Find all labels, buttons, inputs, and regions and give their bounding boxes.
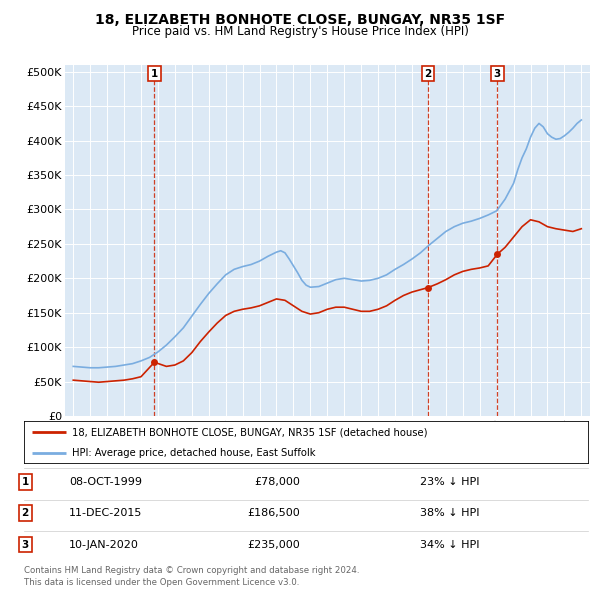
Text: 2: 2 (22, 509, 29, 518)
Text: 3: 3 (22, 540, 29, 549)
Text: 18, ELIZABETH BONHOTE CLOSE, BUNGAY, NR35 1SF (detached house): 18, ELIZABETH BONHOTE CLOSE, BUNGAY, NR3… (72, 427, 427, 437)
Text: 1: 1 (22, 477, 29, 487)
Text: Price paid vs. HM Land Registry's House Price Index (HPI): Price paid vs. HM Land Registry's House … (131, 25, 469, 38)
Text: 34% ↓ HPI: 34% ↓ HPI (420, 540, 479, 549)
Text: 11-DEC-2015: 11-DEC-2015 (69, 509, 142, 518)
Text: HPI: Average price, detached house, East Suffolk: HPI: Average price, detached house, East… (72, 448, 316, 458)
Text: 38% ↓ HPI: 38% ↓ HPI (420, 509, 479, 518)
Text: 23% ↓ HPI: 23% ↓ HPI (420, 477, 479, 487)
Text: 08-OCT-1999: 08-OCT-1999 (69, 477, 142, 487)
Text: £186,500: £186,500 (247, 509, 300, 518)
Text: 10-JAN-2020: 10-JAN-2020 (69, 540, 139, 549)
Text: Contains HM Land Registry data © Crown copyright and database right 2024.
This d: Contains HM Land Registry data © Crown c… (24, 566, 359, 587)
Text: 3: 3 (494, 69, 501, 79)
Text: £235,000: £235,000 (247, 540, 300, 549)
Text: 18, ELIZABETH BONHOTE CLOSE, BUNGAY, NR35 1SF: 18, ELIZABETH BONHOTE CLOSE, BUNGAY, NR3… (95, 13, 505, 27)
Text: 1: 1 (151, 69, 158, 79)
Text: 2: 2 (424, 69, 431, 79)
Text: £78,000: £78,000 (254, 477, 300, 487)
